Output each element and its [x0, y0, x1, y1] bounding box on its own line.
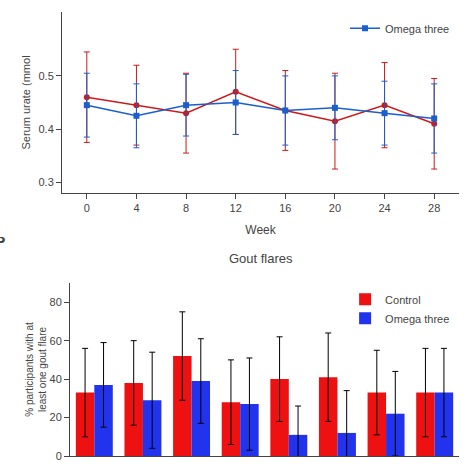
- svg-text:0.5: 0.5: [39, 70, 54, 82]
- svg-text:16: 16: [279, 202, 291, 214]
- svg-text:Control: Control: [385, 294, 420, 306]
- svg-text:0: 0: [84, 202, 90, 214]
- svg-text:20: 20: [50, 411, 62, 423]
- svg-text:Omega three: Omega three: [385, 313, 449, 325]
- svg-text:Gout flares: Gout flares: [229, 251, 293, 266]
- svg-text:% participants with atleast on: % participants with atleast one gout fla…: [24, 322, 48, 417]
- svg-text:28: 28: [428, 202, 440, 214]
- svg-text:Week: Week: [245, 223, 276, 237]
- svg-text:12: 12: [230, 202, 242, 214]
- svg-text:8: 8: [183, 202, 189, 214]
- svg-text:20: 20: [329, 202, 341, 214]
- svg-text:0.3: 0.3: [39, 176, 54, 188]
- svg-text:0.4: 0.4: [39, 123, 54, 135]
- svg-text:Serum urate (mmol: Serum urate (mmol: [20, 55, 32, 149]
- svg-text:4: 4: [133, 202, 139, 214]
- svg-text:80: 80: [50, 296, 62, 308]
- svg-text:B: B: [0, 237, 6, 246]
- svg-text:60: 60: [50, 335, 62, 347]
- svg-text:40: 40: [50, 373, 62, 385]
- svg-text:Omega three: Omega three: [385, 23, 449, 35]
- svg-text:24: 24: [378, 202, 390, 214]
- svg-text:0: 0: [56, 450, 62, 462]
